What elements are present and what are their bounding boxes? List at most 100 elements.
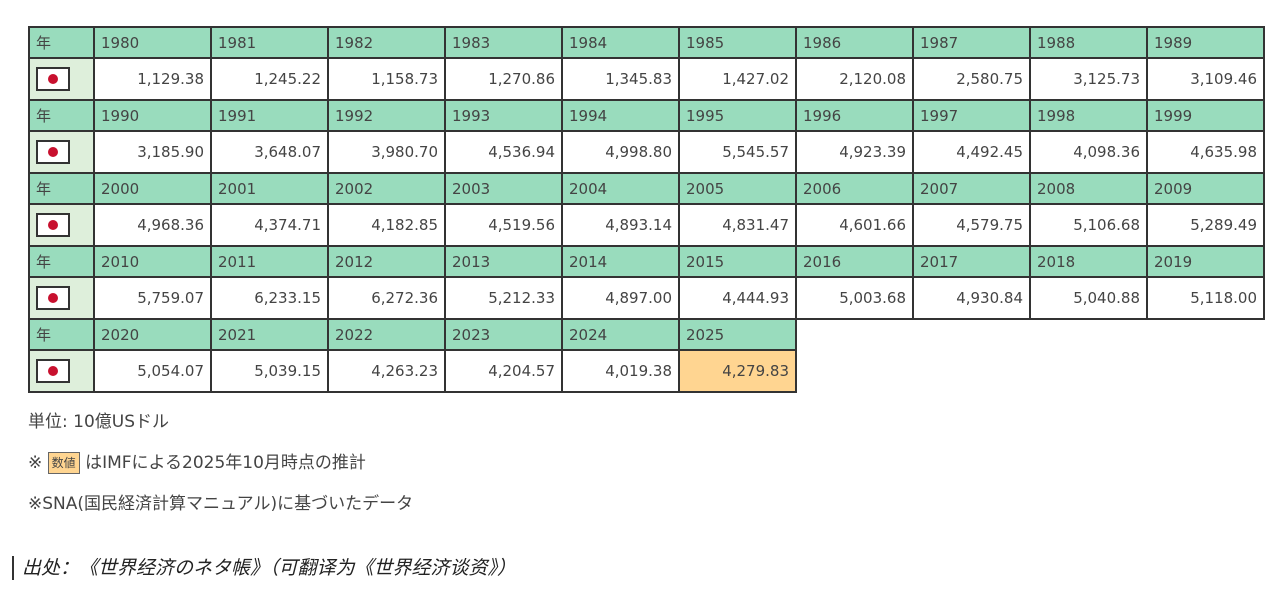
- year-cell: 2025: [678, 318, 797, 351]
- value-cell: 4,579.75: [912, 203, 1031, 247]
- year-cell: 2021: [210, 318, 329, 351]
- source-caption: 出处：《世界经济のネタ帳》（可翻译为《世界经济谈资》）: [12, 556, 516, 580]
- value-cell: 4,098.36: [1029, 130, 1148, 174]
- estimate-note: ※ 数値 はIMFによる2025年10月時点の推計: [28, 443, 413, 484]
- year-cell: 2011: [210, 245, 329, 278]
- year-cell: 2016: [795, 245, 914, 278]
- japan-flag-icon: [36, 213, 70, 237]
- value-cell: 4,601.66: [795, 203, 914, 247]
- year-cell: 2020: [93, 318, 212, 351]
- year-cell: 1997: [912, 99, 1031, 132]
- value-cell: 6,233.15: [210, 276, 329, 320]
- empty-cell: [796, 319, 913, 350]
- estimate-text: はIMFによる2025年10月時点の推計: [85, 453, 366, 473]
- sna-note: ※SNA(国民経済計算マニュアル)に基づいたデータ: [28, 494, 414, 514]
- value-cell: 1,270.86: [444, 57, 563, 101]
- year-cell: 2005: [678, 172, 797, 205]
- year-label: 年: [28, 318, 95, 351]
- value-row: 4,968.36 4,374.71 4,182.85 4,519.56 4,893.14…: [28, 203, 1265, 247]
- year-cell: 1986: [795, 26, 914, 59]
- value-cell: 4,019.38: [561, 349, 680, 393]
- year-header-row: 年 2020 2021 2022 2023 2024 2025: [28, 318, 1264, 351]
- value-cell: 5,289.49: [1146, 203, 1265, 247]
- year-cell: 2023: [444, 318, 563, 351]
- year-header-row: 年 1990 1991 1992 1993 1994 1995 1996 1997 1998 199…: [28, 99, 1265, 132]
- year-label: 年: [28, 26, 95, 59]
- value-cell: 4,444.93: [678, 276, 797, 320]
- year-cell: 2012: [327, 245, 446, 278]
- year-label: 年: [28, 245, 95, 278]
- year-cell: 1992: [327, 99, 446, 132]
- year-label: 年: [28, 99, 95, 132]
- year-cell: 2003: [444, 172, 563, 205]
- value-cell: 4,831.47: [678, 203, 797, 247]
- year-cell: 2008: [1029, 172, 1148, 205]
- country-cell: [28, 57, 95, 101]
- year-cell: 2014: [561, 245, 680, 278]
- year-cell: 2004: [561, 172, 680, 205]
- year-cell: 2006: [795, 172, 914, 205]
- value-cell: 2,580.75: [912, 57, 1031, 101]
- year-cell: 1994: [561, 99, 680, 132]
- empty-cell: [1147, 319, 1264, 350]
- empty-cell: [913, 319, 1030, 350]
- value-cell: 4,897.00: [561, 276, 680, 320]
- value-cell: 4,893.14: [561, 203, 680, 247]
- empty-cell: [1030, 319, 1147, 350]
- value-cell: 3,185.90: [93, 130, 212, 174]
- value-cell: 3,109.46: [1146, 57, 1265, 101]
- year-cell: 2015: [678, 245, 797, 278]
- value-row: 5,054.07 5,039.15 4,263.23 4,204.57 4,019.38…: [28, 349, 1264, 393]
- value-cell: 6,272.36: [327, 276, 446, 320]
- value-cell: 4,536.94: [444, 130, 563, 174]
- year-cell: 1995: [678, 99, 797, 132]
- empty-cell: [1147, 350, 1264, 392]
- notes: 単位: 10億USドル ※ 数値 はIMFによる2025年10月時点の推計 ※S…: [28, 402, 413, 525]
- empty-cell: [913, 350, 1030, 392]
- country-cell: [28, 130, 95, 174]
- value-cell: 5,545.57: [678, 130, 797, 174]
- value-cell: 3,125.73: [1029, 57, 1148, 101]
- year-cell: 1990: [93, 99, 212, 132]
- empty-cell: [796, 350, 913, 392]
- year-cell: 1980: [93, 26, 212, 59]
- value-cell: 5,759.07: [93, 276, 212, 320]
- year-cell: 1998: [1029, 99, 1148, 132]
- year-cell: 2001: [210, 172, 329, 205]
- country-cell: [28, 349, 95, 393]
- value-cell: 4,204.57: [444, 349, 563, 393]
- year-header-row: 年 2000 2001 2002 2003 2004 2005 2006 2007 2008 200…: [28, 172, 1265, 205]
- year-cell: 2022: [327, 318, 446, 351]
- year-cell: 2024: [561, 318, 680, 351]
- value-cell: 1,129.38: [93, 57, 212, 101]
- estimated-value-cell: 4,279.83: [678, 349, 797, 393]
- japan-flag-icon: [36, 359, 70, 383]
- year-header-row: 年 2010 2011 2012 2013 2014 2015 2016 2017 2018 201…: [28, 245, 1265, 278]
- gdp-table: 年 1980 1981 1982 1983 1984 1985 1986 1987 1988 198…: [28, 26, 1265, 393]
- value-cell: 4,263.23: [327, 349, 446, 393]
- value-cell: 4,492.45: [912, 130, 1031, 174]
- unit-note: 単位: 10億USドル: [28, 412, 169, 432]
- year-cell: 1982: [327, 26, 446, 59]
- value-cell: 4,374.71: [210, 203, 329, 247]
- value-cell: 5,039.15: [210, 349, 329, 393]
- value-cell: 5,040.88: [1029, 276, 1148, 320]
- year-cell: 1988: [1029, 26, 1148, 59]
- year-cell: 2009: [1146, 172, 1265, 205]
- estimate-badge: 数値: [47, 452, 80, 474]
- year-cell: 2000: [93, 172, 212, 205]
- value-cell: 2,120.08: [795, 57, 914, 101]
- value-row: 3,185.90 3,648.07 3,980.70 4,536.94 4,998.80…: [28, 130, 1265, 174]
- empty-cell: [1030, 350, 1147, 392]
- value-cell: 4,182.85: [327, 203, 446, 247]
- value-row: 5,759.07 6,233.15 6,272.36 5,212.33 4,897.00…: [28, 276, 1265, 320]
- year-cell: 1984: [561, 26, 680, 59]
- country-cell: [28, 203, 95, 247]
- year-cell: 1999: [1146, 99, 1265, 132]
- value-cell: 4,968.36: [93, 203, 212, 247]
- japan-flag-icon: [36, 67, 70, 91]
- year-label: 年: [28, 172, 95, 205]
- country-cell: [28, 276, 95, 320]
- year-cell: 2010: [93, 245, 212, 278]
- year-header-row: 年 1980 1981 1982 1983 1984 1985 1986 1987 1988 198…: [28, 26, 1265, 59]
